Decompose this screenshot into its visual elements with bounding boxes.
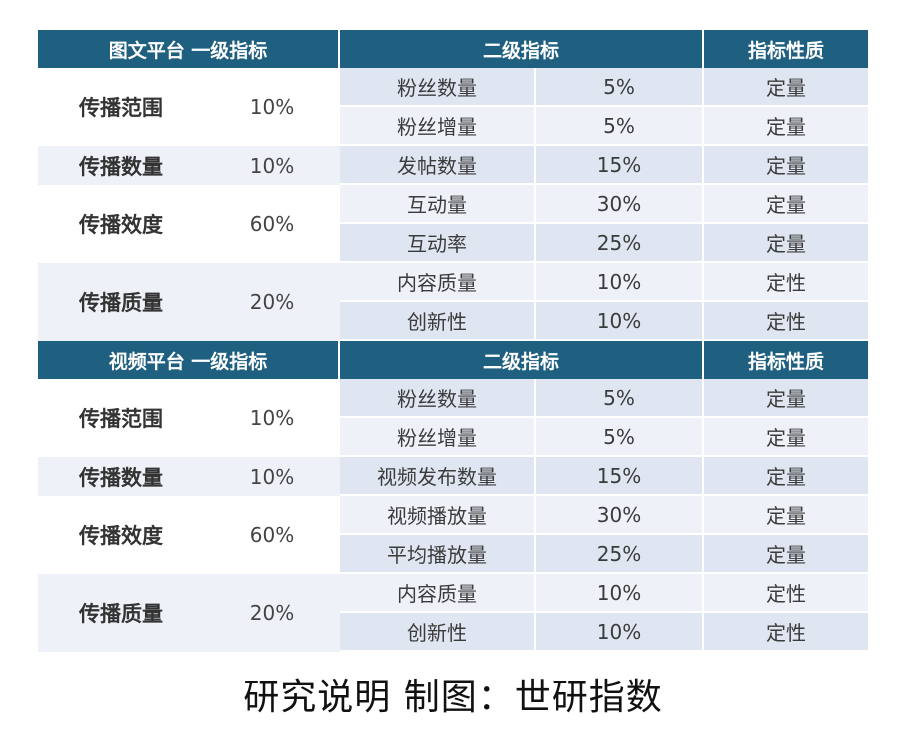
level2-weight: 5% [536,418,704,457]
level2-nature: 定量 [704,146,868,185]
level2-weight: 30% [536,185,704,224]
level2-nature: 定量 [704,68,868,107]
level1-name: 传播数量 [38,457,204,496]
level2-item: 创新性 [340,302,536,341]
level2-item: 内容质量 [340,574,536,613]
level1-weight: 60% [204,496,340,574]
level2-weight: 15% [536,457,704,496]
level2-item: 粉丝增量 [340,418,536,457]
level2-item: 视频发布数量 [340,457,536,496]
level2-item: 粉丝数量 [340,68,536,107]
header-level2: 二级指标 [340,30,704,68]
graphic-platform-table: 图文平台 一级指标 二级指标 指标性质 传播范围 10% 粉丝数量 5% 定量 … [38,30,868,341]
level2-item: 互动率 [340,224,536,263]
level1-weight: 10% [204,146,340,185]
level1-name: 传播质量 [38,263,204,341]
level2-nature: 定量 [704,224,868,263]
level2-item: 视频播放量 [340,496,536,535]
level2-nature: 定性 [704,302,868,341]
level1-name: 传播效度 [38,496,204,574]
level1-weight: 10% [204,68,340,146]
level2-item: 发帖数量 [340,146,536,185]
level1-name: 传播质量 [38,574,204,652]
level2-item: 创新性 [340,613,536,652]
level1-name: 传播效度 [38,185,204,263]
level1-name: 传播范围 [38,68,204,146]
level1-weight: 10% [204,457,340,496]
level1-weight: 20% [204,263,340,341]
level2-item: 粉丝增量 [340,107,536,146]
level1-name: 传播范围 [38,379,204,457]
level2-weight: 10% [536,574,704,613]
level2-item: 粉丝数量 [340,379,536,418]
level2-item: 互动量 [340,185,536,224]
header-level2: 二级指标 [340,341,704,379]
caption: 研究说明 制图：世研指数 [243,677,663,718]
level2-nature: 定量 [704,457,868,496]
indicator-tables: 图文平台 一级指标 二级指标 指标性质 传播范围 10% 粉丝数量 5% 定量 … [38,30,868,652]
level2-item: 平均播放量 [340,535,536,574]
level2-weight: 10% [536,302,704,341]
level2-nature: 定量 [704,418,868,457]
level2-weight: 5% [536,68,704,107]
level2-weight: 5% [536,379,704,418]
level1-name: 传播数量 [38,146,204,185]
header-nature: 指标性质 [704,341,868,379]
level2-nature: 定量 [704,496,868,535]
level2-weight: 25% [536,535,704,574]
level2-weight: 10% [536,263,704,302]
video-platform-table: 视频平台 一级指标 二级指标 指标性质 传播范围 10% 粉丝数量 5% 定量 … [38,341,868,652]
level2-nature: 定性 [704,574,868,613]
header-platform: 视频平台 一级指标 [38,341,340,379]
level2-weight: 15% [536,146,704,185]
level2-nature: 定性 [704,613,868,652]
level2-nature: 定量 [704,535,868,574]
level1-weight: 10% [204,379,340,457]
level2-weight: 10% [536,613,704,652]
level2-weight: 25% [536,224,704,263]
level2-weight: 5% [536,107,704,146]
level2-nature: 定量 [704,185,868,224]
level2-item: 内容质量 [340,263,536,302]
level2-nature: 定性 [704,263,868,302]
level2-weight: 30% [536,496,704,535]
level2-nature: 定量 [704,379,868,418]
header-nature: 指标性质 [704,30,868,68]
level1-weight: 60% [204,185,340,263]
level2-nature: 定量 [704,107,868,146]
level1-weight: 20% [204,574,340,652]
header-platform: 图文平台 一级指标 [38,30,340,68]
